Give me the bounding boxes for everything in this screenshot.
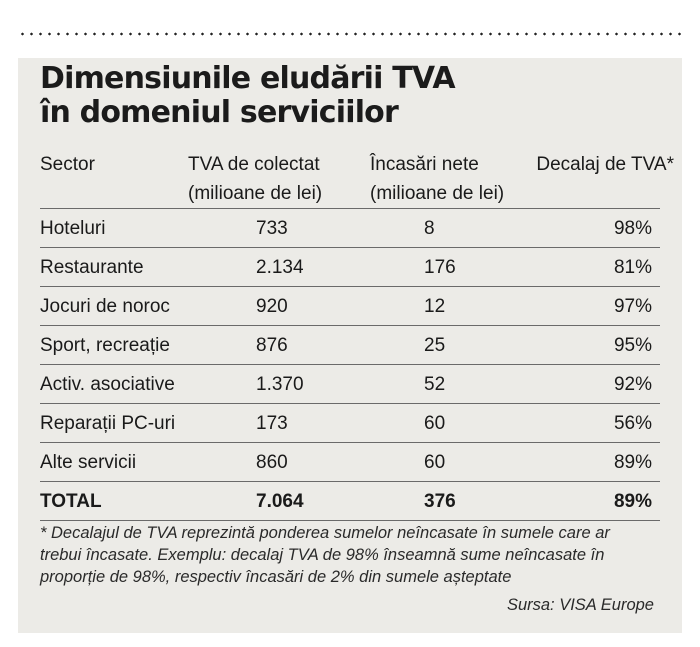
header-tva: TVA de colectat (milioane de lei) — [188, 150, 322, 208]
cell-incasari: 8 — [424, 218, 435, 239]
cell-sector: Jocuri de noroc — [40, 296, 170, 317]
header-tva-line-1: TVA de colectat — [188, 154, 320, 175]
cell-tva: 2.134 — [256, 257, 304, 278]
cell-sector: Alte servicii — [40, 452, 137, 473]
dotted-divider — [18, 32, 682, 36]
cell-sector: Sport, recreație — [40, 335, 170, 356]
header-incasari-line-2: (milioane de lei) — [370, 183, 505, 204]
header-incasari: Încasări nete (milioane de lei) — [370, 150, 504, 208]
table-row: Hoteluri 733 8 98% — [40, 208, 660, 247]
cell-tva: 920 — [256, 296, 288, 317]
table-total-row: TOTAL 7.064 376 89% — [40, 481, 660, 521]
cell-total-label: TOTAL — [40, 491, 102, 512]
cell-incasari: 176 — [424, 257, 456, 278]
table-row: Restaurante 2.134 176 81% — [40, 247, 660, 286]
cell-total-decalaj: 89% — [613, 491, 652, 512]
cell-incasari: 52 — [424, 374, 446, 395]
header-sector: Sector — [40, 150, 95, 179]
footnote-line-2: trebui încasate. Exemplu: decalaj TVA de… — [40, 546, 605, 564]
cell-tva: 860 — [256, 452, 288, 473]
table-row: Reparații PC-uri 173 60 56% — [40, 403, 660, 442]
header-decalaj-label: Decalaj de TVA* — [536, 154, 674, 175]
cell-total-tva: 7.064 — [256, 491, 304, 512]
cell-decalaj: 98% — [613, 218, 652, 239]
table-row: Jocuri de noroc 920 12 97% — [40, 286, 660, 325]
footnote: * Decalajul de TVA reprezintă ponderea s… — [40, 522, 670, 588]
header-incasari-line-1: Încasări nete — [370, 154, 479, 175]
cell-sector: Restaurante — [40, 257, 144, 278]
cell-tva: 876 — [256, 335, 288, 356]
cell-incasari: 60 — [424, 413, 446, 434]
cell-sector: Reparații PC-uri — [40, 413, 176, 434]
data-table: Hoteluri 733 8 98% Restaurante 2.134 176… — [40, 208, 660, 521]
header-tva-line-2: (milioane de lei) — [188, 183, 323, 204]
cell-decalaj: 81% — [613, 257, 652, 278]
cell-decalaj: 95% — [613, 335, 652, 356]
footnote-line-3: proporție de 98%, respectiv încasări de … — [40, 568, 512, 586]
cell-incasari: 12 — [424, 296, 446, 317]
cell-decalaj: 89% — [613, 452, 652, 473]
table-row: Alte servicii 860 60 89% — [40, 442, 660, 481]
table-row: Sport, recreație 876 25 95% — [40, 325, 660, 364]
cell-total-incasari: 376 — [424, 491, 456, 512]
title-line-1: Dimensiunile eludării TVA — [40, 61, 456, 96]
table-row: Activ. asociative 1.370 52 92% — [40, 364, 660, 403]
source-credit: Sursa: VISA Europe — [506, 596, 654, 614]
footnote-line-1: * Decalajul de TVA reprezintă ponderea s… — [40, 524, 610, 542]
header-sector-label: Sector — [40, 154, 95, 175]
title-line-2: în domeniul serviciilor — [40, 95, 399, 130]
cell-incasari: 25 — [424, 335, 446, 356]
cell-tva: 173 — [256, 413, 288, 434]
header-decalaj: Decalaj de TVA* — [536, 150, 674, 179]
infographic-title: Dimensiunile eludării TVA în domeniul se… — [40, 62, 640, 130]
cell-incasari: 60 — [424, 452, 446, 473]
cell-sector: Activ. asociative — [40, 374, 175, 395]
infographic-panel: Dimensiunile eludării TVA în domeniul se… — [18, 58, 682, 633]
cell-sector: Hoteluri — [40, 218, 106, 239]
cell-decalaj: 97% — [613, 296, 652, 317]
cell-tva: 1.370 — [256, 374, 304, 395]
cell-tva: 733 — [256, 218, 288, 239]
cell-decalaj: 56% — [613, 413, 652, 434]
cell-decalaj: 92% — [613, 374, 652, 395]
